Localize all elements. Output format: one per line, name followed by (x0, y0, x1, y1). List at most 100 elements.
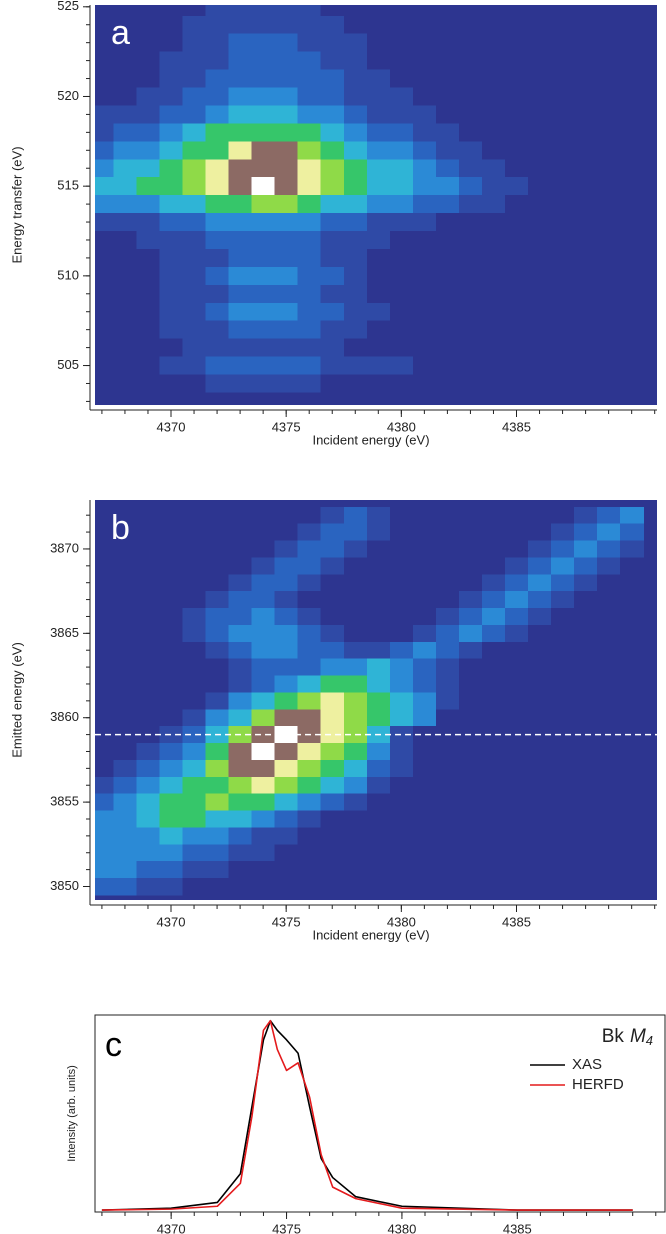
heatmap-cell (551, 675, 575, 694)
heatmap-cell (274, 177, 299, 196)
heatmap-cell (435, 591, 460, 609)
heatmap-cell (343, 692, 368, 710)
heatmap-cell (95, 15, 115, 35)
heatmap-cell (136, 692, 161, 710)
heatmap-cell (297, 675, 322, 694)
heatmap-cell (366, 105, 391, 124)
heatmap-cell (136, 141, 161, 160)
heatmap-cell (481, 743, 506, 761)
heatmap-cell (159, 356, 184, 376)
heatmap-cell (435, 759, 460, 778)
heatmap-cell (481, 624, 506, 643)
heatmap-cell (412, 810, 437, 829)
heatmap-cell (412, 827, 437, 845)
heatmap-cell (574, 392, 598, 405)
heatmap-cell (366, 231, 391, 250)
heatmap-cell (528, 320, 552, 340)
heatmap-cell (620, 302, 644, 322)
heatmap-cell (251, 69, 276, 89)
heatmap-cell (136, 776, 161, 795)
heatmap-cell (136, 33, 161, 53)
heatmap-cell (228, 374, 253, 394)
heatmap-cell (504, 5, 529, 17)
heatmap-cell (620, 284, 644, 304)
heatmap-cell (95, 540, 115, 558)
heatmap-cell (597, 141, 621, 160)
heatmap-cell (343, 69, 368, 89)
heatmap-cell (159, 844, 184, 862)
heatmap-cell (343, 675, 368, 694)
heatmap-cell (481, 33, 506, 53)
heatmap-cell (551, 591, 575, 609)
heatmap-cell (95, 878, 115, 896)
heatmap-cell (528, 5, 552, 17)
heatmap-cell (412, 641, 437, 660)
heatmap-cell (481, 302, 506, 322)
heatmap-cell (297, 141, 322, 160)
heatmap-cell (366, 540, 391, 558)
heatmap-cell (205, 878, 230, 896)
heatmap-cell (95, 231, 115, 250)
heatmap-cell (412, 675, 437, 694)
legend-title-element: Bk (602, 1026, 625, 1047)
heatmap-cell (113, 692, 138, 710)
heatmap-cell (343, 759, 368, 778)
heatmap-cell (113, 709, 138, 727)
heatmap-cell (574, 248, 598, 268)
heatmap-cell (620, 776, 644, 795)
heatmap-cell (597, 861, 621, 879)
heatmap-cell (551, 624, 575, 643)
heatmap-cell (435, 69, 460, 89)
heatmap-cell (389, 608, 414, 626)
heatmap-cell (343, 266, 368, 286)
heatmap-cell (205, 51, 230, 71)
heatmap-cell (551, 810, 575, 829)
heatmap-cell (574, 624, 598, 643)
heatmap-cell (574, 213, 598, 232)
y-tick-label: 505 (57, 357, 79, 372)
plot-area (101, 1019, 633, 1211)
heatmap-cell (205, 793, 230, 812)
heatmap-cell (458, 33, 483, 53)
heatmap-cell (412, 231, 437, 250)
heatmap-cell (297, 51, 322, 71)
heatmap-cell (228, 608, 253, 626)
heatmap-cell (366, 195, 391, 214)
heatmap-cell (320, 338, 345, 358)
heatmap-cell (274, 392, 299, 405)
heatmap-cell (251, 195, 276, 214)
heatmap-cell (228, 861, 253, 879)
heatmap-cell (528, 878, 552, 896)
heatmap-cell (597, 591, 621, 609)
heatmap-cell (95, 302, 115, 322)
heatmap-cell (320, 69, 345, 89)
heatmap-cell (458, 523, 483, 542)
heatmap-cell (366, 302, 391, 322)
heatmap-cell (228, 392, 253, 405)
data-line (101, 1019, 633, 1211)
heatmap-cell (412, 861, 437, 879)
heatmap-cell (412, 608, 437, 626)
heatmap-cell (95, 759, 115, 778)
heatmap-cell (251, 87, 276, 107)
heatmap-cell (528, 141, 552, 160)
heatmap-cell (182, 776, 207, 795)
heatmap-cell (412, 743, 437, 761)
heatmap-cell (343, 793, 368, 812)
heatmap-cell (574, 675, 598, 694)
heatmap-cell (205, 320, 230, 340)
heatmap-cell (551, 793, 575, 812)
heatmap-cell (389, 320, 414, 340)
heatmap-cell (528, 793, 552, 812)
heatmap-cell (95, 69, 115, 89)
heatmap-cell (297, 759, 322, 778)
heatmap-cell (389, 213, 414, 232)
heatmap-cell (366, 591, 391, 609)
heatmap-cell (504, 374, 529, 394)
heatmap-cell (504, 641, 529, 660)
heatmap-cell (159, 743, 184, 761)
heatmap-cell (597, 810, 621, 829)
heatmap-cell (435, 743, 460, 761)
heatmap-cell (95, 506, 115, 525)
heatmap-cell (366, 675, 391, 694)
